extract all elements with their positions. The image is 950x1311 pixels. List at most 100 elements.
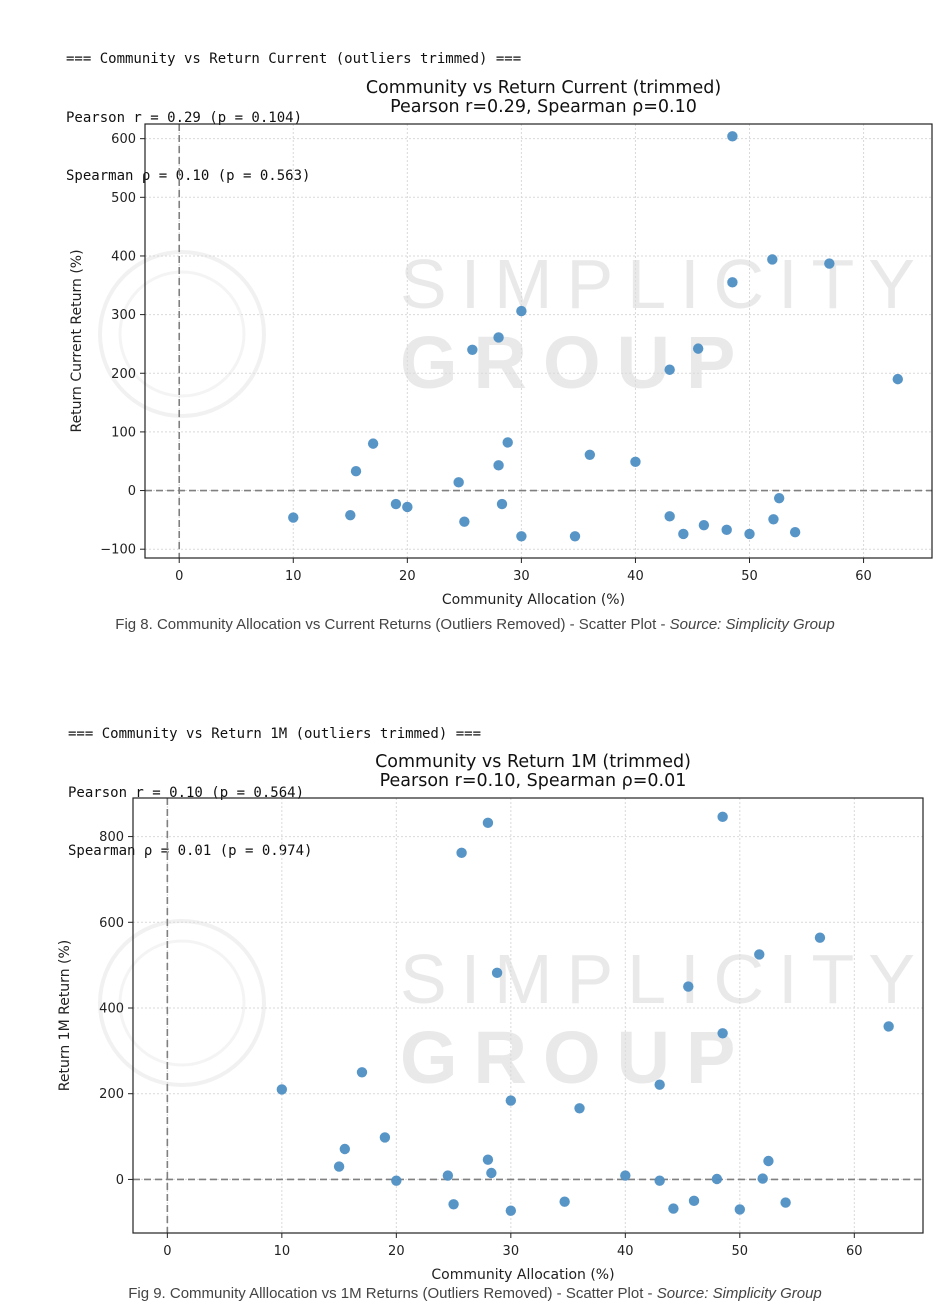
x-tick-label: 0 [163,1244,171,1259]
y-axis-label-1: Return Current Return (%) [69,249,85,432]
x-tick-label: 50 [732,1244,749,1259]
data-point [689,1196,699,1206]
x-tick-label: 30 [503,1244,520,1259]
x-tick-label: 60 [855,569,872,584]
y-tick-label: 200 [111,367,136,382]
y-tick-label: 400 [99,1002,124,1017]
data-point [727,277,737,287]
data-point [574,1103,584,1113]
data-point [483,818,493,828]
data-point [506,1095,516,1105]
y-tick-label: 300 [111,308,136,323]
data-point [493,460,503,470]
x-tick-label: 40 [617,1244,634,1259]
data-point [664,365,674,375]
watermark-ring [100,252,264,416]
y-tick-label: 0 [116,1173,124,1188]
x-tick-label: 60 [846,1244,863,1259]
data-point [570,531,580,541]
data-point [443,1170,453,1180]
stats-header-2: === Community vs Return 1M (outliers tri… [68,725,481,745]
watermark-inner-ring [120,941,244,1065]
data-point [735,1204,745,1214]
data-point [717,812,727,822]
data-point [402,502,412,512]
x-tick-label: 20 [388,1244,405,1259]
data-point [654,1176,664,1186]
data-point [893,374,903,384]
data-point [620,1170,630,1180]
data-point [506,1206,516,1216]
x-axis-label-2: Community Allocation (%) [431,1267,614,1283]
data-point [380,1132,390,1142]
stats-header-1: === Community vs Return Current (outlier… [66,50,521,70]
data-point [815,933,825,943]
data-point [467,345,477,355]
data-point [486,1168,496,1178]
x-tick-label: 40 [627,569,644,584]
data-point [717,1028,727,1038]
data-point [883,1021,893,1031]
x-tick-label: 10 [285,569,302,584]
data-point [391,1176,401,1186]
x-tick-label: 10 [274,1244,291,1259]
scatter-chart-1: Community vs Return Current (trimmed)Pea… [0,70,950,630]
data-point [277,1084,287,1094]
chart-title-2: Community vs Return 1M (trimmed) [375,752,691,772]
figure-caption-1: Fig 8. Community Allocation vs Current R… [0,616,950,633]
data-point [497,499,507,509]
data-point [340,1144,350,1154]
chart-title-1: Community vs Return Current (trimmed) [366,78,721,98]
data-point [391,499,401,509]
data-point [774,493,784,503]
data-point [453,477,463,487]
data-point [780,1197,790,1207]
caption-text-2: Fig 9. Community Alllocation vs 1M Retur… [128,1285,657,1302]
data-point [288,512,298,522]
data-point [763,1156,773,1166]
y-tick-label: 0 [128,484,136,499]
y-tick-label: 800 [99,830,124,845]
x-axis-label-1: Community Allocation (%) [442,592,625,608]
data-point [585,450,595,460]
data-point [654,1080,664,1090]
data-point [456,848,466,858]
y-tick-label: 500 [111,191,136,206]
y-tick-label: 600 [111,132,136,147]
data-point [767,254,777,264]
data-point [503,437,513,447]
data-point [368,438,378,448]
x-tick-label: 20 [399,569,416,584]
data-point [345,510,355,520]
data-point [459,516,469,526]
data-point [516,306,526,316]
data-point [559,1197,569,1207]
data-point [351,466,361,476]
watermark-inner-ring [120,272,244,396]
x-tick-label: 30 [513,569,530,584]
data-point [758,1173,768,1183]
x-tick-label: 0 [175,569,183,584]
data-point [754,949,764,959]
data-point [683,981,693,991]
figure-caption-2: Fig 9. Community Alllocation vs 1M Retur… [0,1285,950,1302]
chart-subtitle-1: Pearson r=0.29, Spearman ρ=0.10 [390,97,697,117]
data-point [744,529,754,539]
y-axis-label-2: Return 1M Return (%) [57,940,73,1091]
watermark-logo-1 [100,252,264,416]
scatter-chart-2: Community vs Return 1M (trimmed)Pearson … [0,745,950,1290]
data-point [678,529,688,539]
watermark-text-1-line2: GROUP [400,321,751,404]
data-point [768,514,778,524]
data-point [516,531,526,541]
caption-source-1: Source: Simplicity Group [670,616,835,633]
y-tick-label: −100 [100,543,136,558]
y-tick-label: 200 [99,1087,124,1102]
data-point [334,1161,344,1171]
data-point [483,1155,493,1165]
watermark-ring [100,921,264,1085]
data-point [790,527,800,537]
caption-text-1: Fig 8. Community Allocation vs Current R… [115,616,669,633]
data-point [448,1199,458,1209]
y-tick-label: 400 [111,249,136,264]
